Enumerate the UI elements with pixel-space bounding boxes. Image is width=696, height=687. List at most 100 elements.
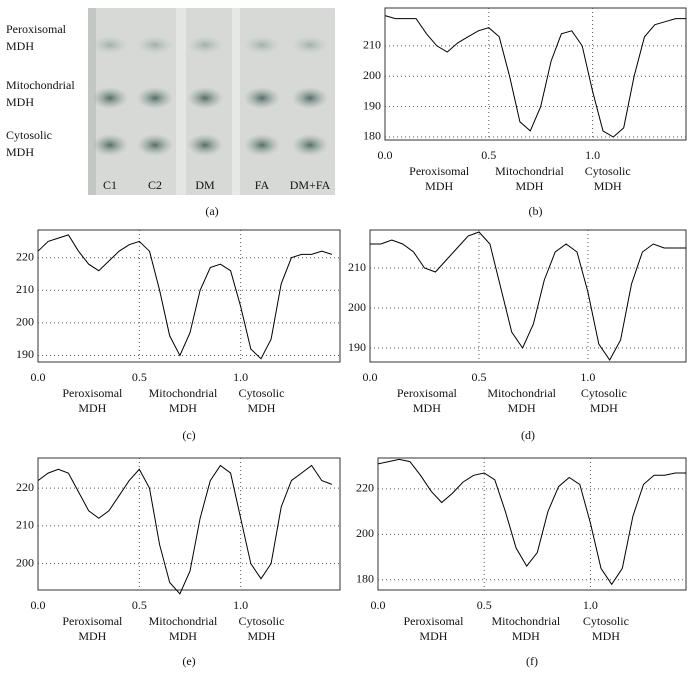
panel-caption: (e) <box>182 654 195 668</box>
peak-annotation: MDH <box>247 401 275 415</box>
profile-line <box>37 464 333 595</box>
peak-annotation: MDH <box>592 629 620 643</box>
y-tick-label: 200 <box>16 315 34 329</box>
x-tick-label: 0.0 <box>363 370 378 384</box>
x-tick-label: 0.5 <box>132 598 147 612</box>
gel-band <box>137 87 173 109</box>
panel-caption: (f) <box>526 654 538 668</box>
peak-annotation: Mitochondrial <box>487 386 556 400</box>
gel-band <box>187 87 223 109</box>
y-tick-label: 220 <box>16 480 34 494</box>
y-tick-label: 200 <box>348 300 366 314</box>
gel-band <box>137 36 173 54</box>
x-tick-label: 0.5 <box>477 598 492 612</box>
gel-band <box>244 87 280 109</box>
x-tick-label: 0.0 <box>371 598 386 612</box>
peak-annotation: MDH <box>594 179 622 193</box>
y-tick-label: 220 <box>16 249 34 263</box>
peak-annotation: Peroxisomal <box>62 614 123 628</box>
peak-annotation: MDH <box>512 629 540 643</box>
x-tick-label: 1.0 <box>583 598 598 612</box>
y-tick-label: 180 <box>356 572 374 586</box>
y-tick-label: 210 <box>363 38 381 52</box>
peak-annotation: Peroxisomal <box>62 386 123 400</box>
peak-annotation: Cytosolic <box>238 614 284 628</box>
x-tick-label: 0.5 <box>481 148 496 162</box>
plot-frame <box>37 457 341 591</box>
gel-band <box>92 87 128 109</box>
peak-annotation: Mitochondrial <box>149 386 218 400</box>
peak-annotation: MDH <box>590 401 618 415</box>
gel-band <box>92 134 128 156</box>
x-tick-label: 0.0 <box>378 148 393 162</box>
gel-band <box>292 36 328 54</box>
peak-annotation: MDH <box>169 401 197 415</box>
peak-annotation: MDH <box>78 629 106 643</box>
profile-line <box>37 234 333 360</box>
x-tick-label: 0.0 <box>31 370 46 384</box>
panel-caption: (d) <box>521 428 535 442</box>
gel-band <box>244 134 280 156</box>
panel-caption: (c) <box>182 428 195 442</box>
x-tick-label: 1.0 <box>233 598 248 612</box>
peak-annotation: Cytosolic <box>583 614 629 628</box>
lane-label: FA <box>255 178 270 192</box>
peak-annotation: Mitochondrial <box>492 614 561 628</box>
y-tick-label: 190 <box>16 347 34 361</box>
panel-caption: (b) <box>529 204 543 218</box>
plot-frame <box>377 457 687 591</box>
peak-annotation: Cytosolic <box>585 164 631 178</box>
y-tick-label: 200 <box>356 526 374 540</box>
plot-frame <box>37 229 341 363</box>
peak-annotation: MDH <box>515 179 543 193</box>
gel-band <box>187 134 223 156</box>
y-tick-label: 190 <box>348 340 366 354</box>
peak-annotation: MDH <box>169 629 197 643</box>
y-tick-label: 190 <box>363 98 381 112</box>
y-tick-label: 200 <box>363 68 381 82</box>
gel-band <box>92 36 128 54</box>
profile-line <box>370 231 686 361</box>
plot-frame <box>384 7 687 141</box>
panel-caption: (a) <box>205 204 218 218</box>
y-tick-label: 180 <box>363 129 381 143</box>
row-label: Peroxisomal <box>6 22 67 36</box>
row-label: Mitochondrial <box>6 78 75 92</box>
lane-label: C2 <box>148 178 162 192</box>
profile-line <box>377 458 686 586</box>
gel-band <box>292 87 328 109</box>
x-tick-label: 0.5 <box>471 370 486 384</box>
peak-annotation: MDH <box>425 179 453 193</box>
row-label: MDH <box>6 39 34 53</box>
x-tick-label: 1.0 <box>585 148 600 162</box>
x-tick-label: 1.0 <box>580 370 595 384</box>
lane-label: DM <box>195 178 215 192</box>
gel-band <box>187 36 223 54</box>
gel-band <box>244 36 280 54</box>
peak-annotation: Mitochondrial <box>149 614 218 628</box>
peak-annotation: MDH <box>413 401 441 415</box>
peak-annotation: Mitochondrial <box>495 164 564 178</box>
row-label: MDH <box>6 145 34 159</box>
peak-annotation: Peroxisomal <box>397 386 458 400</box>
y-tick-label: 200 <box>16 555 34 569</box>
x-tick-label: 0.0 <box>31 598 46 612</box>
peak-annotation: MDH <box>419 629 447 643</box>
peak-annotation: Peroxisomal <box>409 164 470 178</box>
y-tick-label: 210 <box>16 282 34 296</box>
y-tick-label: 210 <box>16 518 34 532</box>
gel-band <box>292 134 328 156</box>
peak-annotation: Peroxisomal <box>403 614 464 628</box>
row-label: Cytosolic <box>6 128 52 142</box>
peak-annotation: MDH <box>508 401 536 415</box>
profile-line <box>384 15 686 138</box>
lane-label: DM+FA <box>290 178 331 192</box>
x-tick-label: 1.0 <box>233 370 248 384</box>
peak-annotation: MDH <box>78 401 106 415</box>
lane-label: C1 <box>103 178 117 192</box>
y-tick-label: 210 <box>348 260 366 274</box>
x-tick-label: 0.5 <box>132 370 147 384</box>
gel-band <box>137 134 173 156</box>
peak-annotation: Cytosolic <box>238 386 284 400</box>
